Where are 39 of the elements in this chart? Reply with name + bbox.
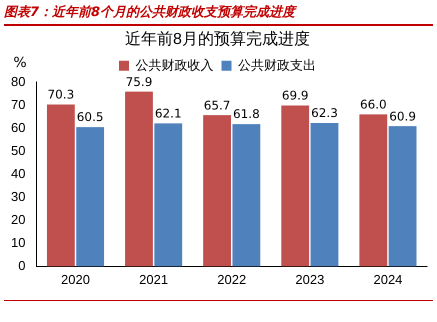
bar [125,92,153,266]
x-tick-label: 2021 [139,272,168,287]
y-tick-label: 10 [10,234,26,250]
data-label: 60.5 [76,110,104,124]
y-tick-label: 30 [10,188,26,204]
y-tick-label: 20 [10,212,26,227]
y-tick-label: 60 [10,120,26,135]
data-label: 70.3 [48,88,74,102]
chart-title: 图表7：近年前8个月的公共财政收支预算完成进度 [4,2,433,26]
data-label: 66.0 [360,98,387,112]
legend-label: 公共财政收入 [136,57,214,72]
y-tick-label: 40 [10,166,26,181]
bar [203,115,231,266]
bar [281,105,310,266]
data-label: 61.8 [233,107,260,122]
bar [154,123,182,266]
bar [310,122,338,266]
x-tick-label: 2022 [217,272,246,287]
y-tick-label: 0 [18,258,26,273]
y-tick-label: 50 [10,142,26,158]
y-axis-title: % [13,54,27,71]
data-label: 75.9 [126,74,152,89]
x-tick-label: 2020 [61,272,90,287]
chart-subtitle: 近年前8月的预算完成进度 [125,30,310,48]
x-tick-label: 2024 [373,272,402,287]
bar [232,124,260,266]
x-tick-label: 2023 [295,272,324,287]
y-tick-label: 70 [10,96,26,112]
bar [76,127,104,266]
bar [46,104,75,266]
y-tick-label: 80 [10,74,26,89]
data-label: 69.9 [282,88,309,103]
bar [388,126,417,266]
data-label: 65.7 [204,98,230,112]
data-label: 62.3 [311,106,338,120]
bar [359,114,388,266]
data-label: 62.1 [154,106,182,121]
data-label: 60.9 [389,109,416,124]
legend-label: 公共财政支出 [238,57,316,72]
